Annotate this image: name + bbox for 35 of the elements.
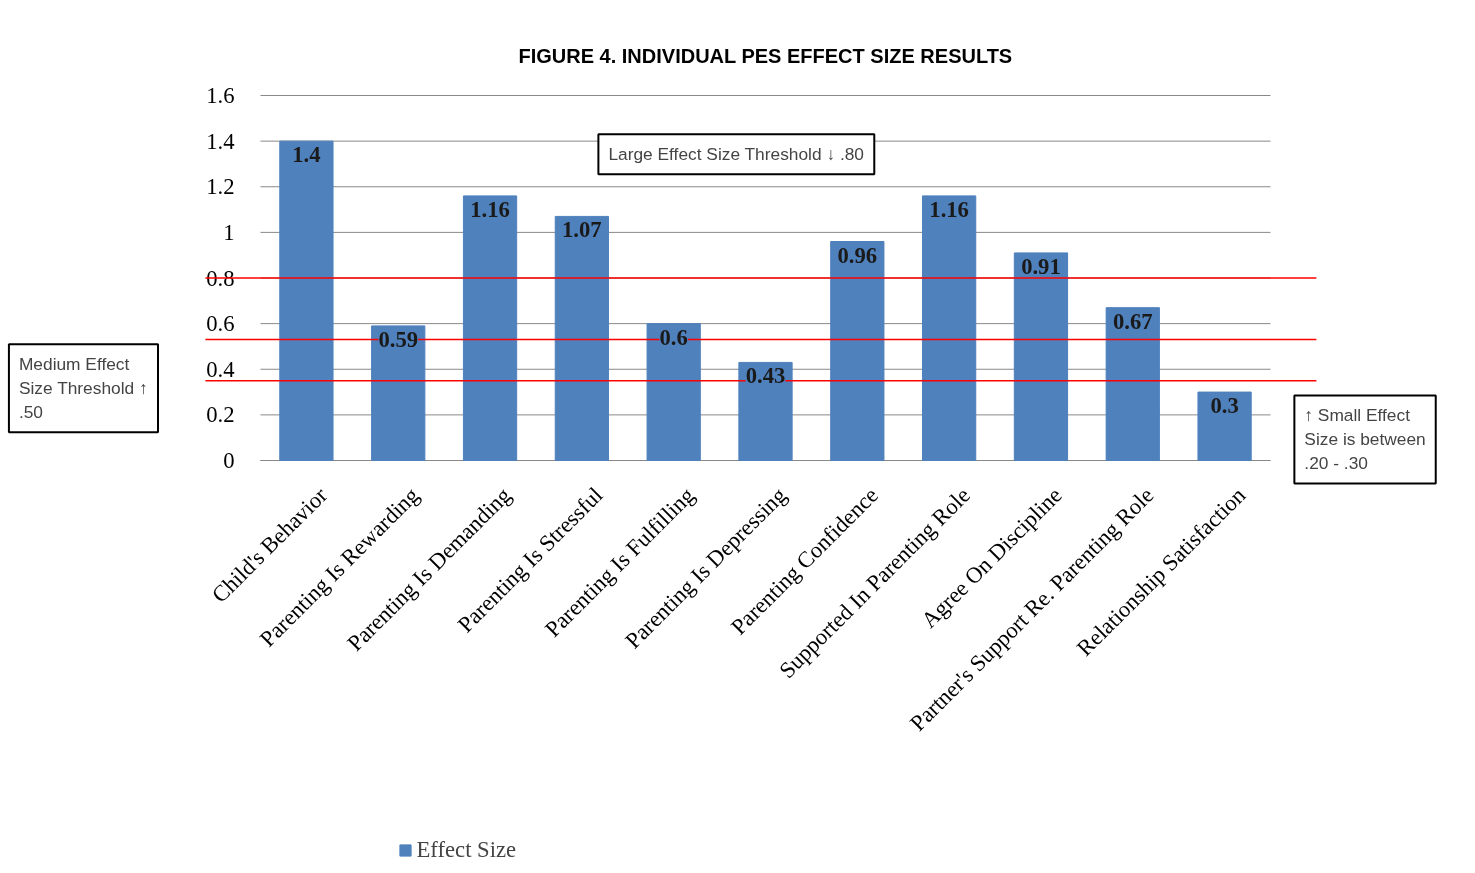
data-label: 0.6: [659, 324, 688, 350]
y-tick-label: 0.2: [206, 402, 235, 428]
data-label: 1.16: [929, 196, 969, 222]
bar: [462, 195, 518, 461]
bar: [1197, 391, 1252, 461]
annotation: Large Effect Size Threshold ↓ .80: [608, 144, 864, 165]
legend-label: Effect Size: [416, 837, 517, 863]
y-tick-label: 1.6: [206, 83, 235, 108]
bar: [279, 140, 334, 461]
data-label: 0.59: [378, 326, 419, 352]
data-label: 0.91: [1021, 253, 1061, 279]
y-tick-label: 1.2: [206, 174, 235, 200]
bar: [1105, 307, 1160, 461]
bar: [1013, 252, 1069, 461]
data-label: 0.96: [837, 242, 878, 268]
bar: [371, 325, 426, 461]
y-tick-label: 0.6: [206, 311, 235, 337]
data-label: 1.4: [292, 142, 321, 168]
text: ↑ Small Effect Size is between .20 - .30: [1304, 405, 1426, 474]
y-tick-label: 0.4: [206, 356, 235, 382]
data-label: 1.07: [562, 217, 602, 243]
chart-title: FIGURE 4. INDIVIDUAL PES EFFECT SIZE RESULTS: [518, 44, 1013, 67]
y-tick-label: 0: [223, 448, 235, 473]
y-tick-label: 1: [223, 219, 235, 245]
data-label: 0.43: [745, 363, 786, 389]
bar: [738, 361, 793, 461]
bar: [830, 241, 885, 461]
bar: [922, 195, 977, 461]
data-label: 1.16: [470, 196, 510, 222]
bar: [646, 323, 701, 461]
text: Medium Effect Size Threshold ↑ .50: [18, 354, 148, 423]
y-tick-label: 1.4: [206, 128, 235, 154]
data-label: 0.3: [1210, 393, 1239, 419]
data-label: 0.67: [1112, 308, 1153, 334]
bar: [554, 215, 609, 461]
